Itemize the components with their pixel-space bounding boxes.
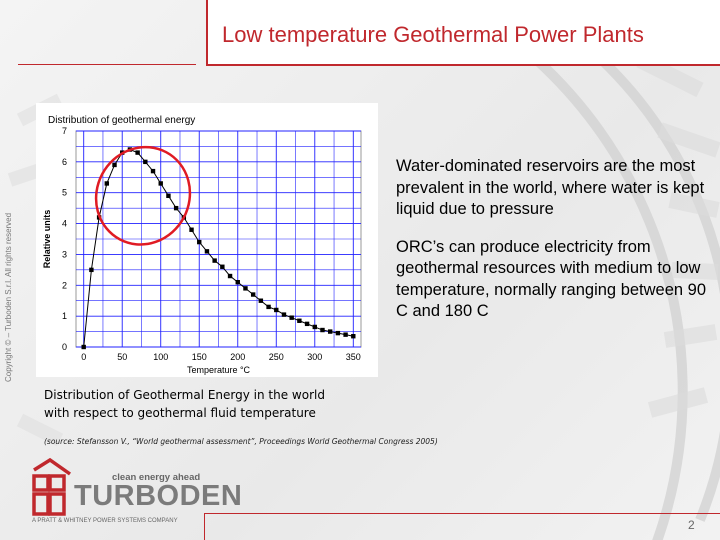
x-tick-label: 100 (153, 352, 168, 362)
data-point (335, 330, 341, 336)
data-point (343, 332, 348, 337)
chart-svg: Distribution of geothermal energy Relati… (42, 115, 362, 375)
y-tick-label: 6 (62, 157, 67, 167)
data-point (104, 181, 110, 186)
bullet-list: Water-dominated reservoirs are the most … (396, 156, 712, 339)
page-number: 2 (688, 518, 695, 532)
data-point (150, 168, 156, 174)
x-tick-label: 50 (117, 352, 127, 362)
data-point (227, 273, 233, 279)
y-tick-label: 0 (62, 342, 67, 352)
data-point (243, 286, 248, 291)
data-point (235, 280, 240, 285)
geothermal-distribution-chart: Distribution of geothermal energy Relati… (36, 103, 378, 377)
bullet-water-dominated: Water-dominated reservoirs are the most … (396, 157, 705, 218)
data-point (266, 304, 271, 310)
y-tick-label: 4 (62, 219, 67, 229)
x-tick-label: 200 (230, 352, 245, 362)
chart-ylabel: Relative units (42, 210, 52, 269)
data-point (327, 329, 333, 334)
data-point (289, 315, 294, 320)
title-underline-left (18, 64, 196, 65)
caption-line-2: with respect to geothermal fluid tempera… (44, 406, 316, 420)
data-point (81, 344, 86, 350)
slide-title: Low temperature Geothermal Power Plants (222, 22, 644, 47)
data-point (112, 162, 117, 168)
data-point (258, 298, 264, 303)
chart-title: Distribution of geothermal energy (48, 115, 195, 126)
logo-subtitle: A PRATT & WHITNEY POWER SYSTEMS COMPANY (32, 518, 178, 524)
data-point (197, 239, 202, 245)
data-point (304, 321, 310, 327)
y-tick-label: 1 (62, 311, 67, 321)
data-point (135, 150, 140, 155)
x-tick-label: 0 (81, 352, 86, 362)
data-point (143, 159, 148, 165)
data-point (274, 307, 279, 313)
logo-wordmark: TURBODEN (74, 480, 243, 512)
data-point (89, 267, 94, 273)
y-tick-label: 5 (62, 188, 67, 198)
data-point (204, 249, 210, 254)
y-tick-label: 2 (62, 280, 67, 290)
data-point (189, 227, 194, 232)
data-point (166, 193, 171, 198)
y-tick-label: 7 (62, 126, 67, 136)
x-tick-label: 300 (307, 352, 322, 362)
source-citation: (source: Stefansson V., “World geotherma… (44, 437, 438, 446)
data-point (312, 324, 317, 330)
footer-divider (204, 513, 720, 514)
data-point (351, 334, 356, 339)
turboden-logo: clean energy ahead TURBODEN A PRATT & WH… (30, 456, 242, 526)
highlight-ellipse (94, 145, 192, 246)
logo-tagline: clean energy ahead (112, 472, 201, 483)
y-tick-label: 3 (62, 249, 67, 259)
title-box: Low temperature Geothermal Power Plants (206, 0, 720, 66)
x-tick-label: 250 (269, 352, 284, 362)
chart-xlabel: Temperature °C (187, 365, 251, 375)
data-point (320, 327, 325, 333)
data-point (220, 264, 225, 269)
turboden-logo-mark (32, 457, 72, 516)
data-point (281, 312, 287, 317)
copyright-notice: Copyright © – Turboden S.r.l. All rights… (4, 212, 13, 382)
data-point (212, 258, 217, 263)
chart-caption: Distribution of Geothermal Energy in the… (44, 386, 384, 422)
x-tick-label: 150 (192, 352, 207, 362)
data-point (173, 205, 179, 211)
x-tick-label: 350 (346, 352, 361, 362)
caption-line-1: Distribution of Geothermal Energy in the… (44, 388, 325, 402)
bullet-orc-electricity: ORC’s can produce electricity from geoth… (396, 237, 707, 321)
data-point (250, 292, 256, 297)
footer-divider-vertical (204, 513, 205, 540)
data-point (158, 181, 163, 186)
data-point (297, 318, 302, 323)
